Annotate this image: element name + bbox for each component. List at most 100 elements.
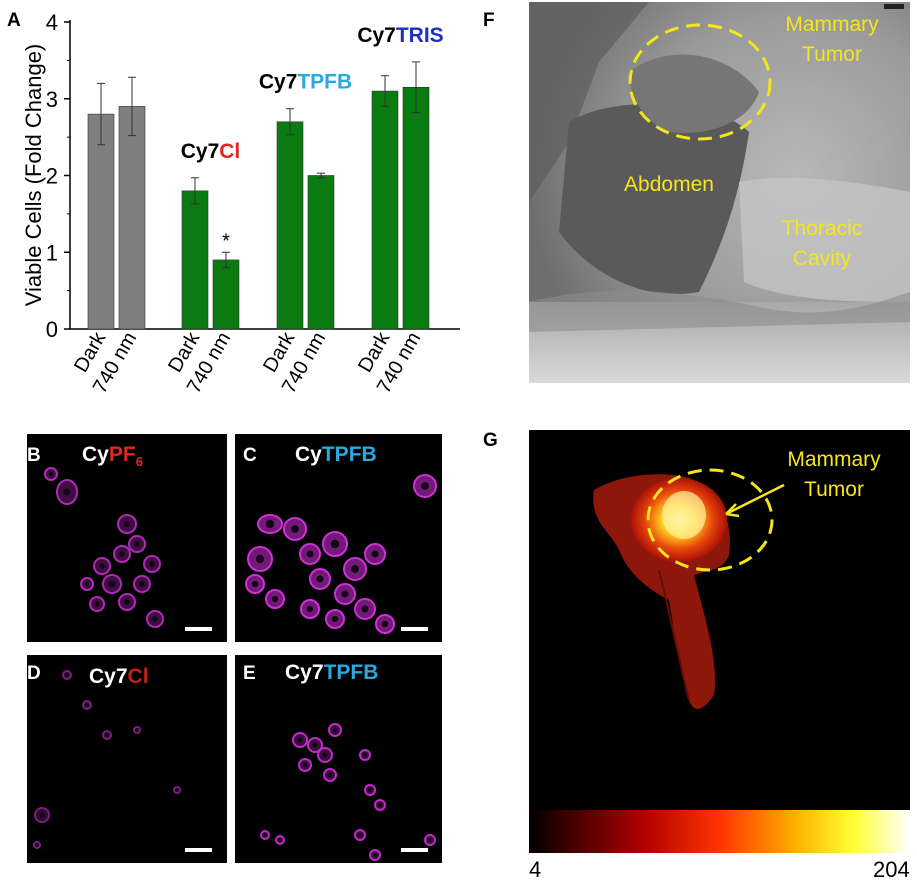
cell-nucleus xyxy=(255,554,265,564)
panel-label-f: F xyxy=(483,10,495,31)
cell-nucleus xyxy=(135,728,139,732)
cell-nucleus xyxy=(263,833,267,837)
cell-nucleus xyxy=(65,673,69,677)
cell-nucleus xyxy=(84,581,90,587)
bar xyxy=(87,113,115,330)
label-mammary-tumor-f: Mammary Tumor xyxy=(767,10,897,70)
cell-nucleus xyxy=(341,590,349,598)
scale-bar xyxy=(185,848,212,852)
cells-c xyxy=(245,474,437,634)
label-cavity: Cavity xyxy=(792,247,852,270)
group-label: Cy7TPFB xyxy=(259,71,352,94)
label-prefix: Cy7 xyxy=(89,665,128,688)
cell-nucleus xyxy=(39,812,45,818)
label-mammary: Mammary xyxy=(785,13,879,36)
label-suffix: PF xyxy=(108,443,136,466)
label-suffix: Cl xyxy=(127,665,149,688)
panel-label-e: E xyxy=(243,663,256,684)
colorbar-max-label: 204 xyxy=(873,857,910,882)
cell-nucleus xyxy=(331,615,339,623)
cell-nucleus xyxy=(378,803,382,807)
y-tick-label: 2 xyxy=(46,164,58,189)
y-axis-label: Viable Cells (Fold Change) xyxy=(21,44,46,307)
cell-nucleus xyxy=(48,471,54,477)
label-tumor: Tumor xyxy=(802,43,862,66)
y-tick-label: 4 xyxy=(46,10,58,35)
micrograph-label-e: Cy7TPFB xyxy=(285,661,378,685)
group-label: Cy7Cl xyxy=(181,140,241,163)
cell-nucleus xyxy=(428,838,432,842)
cell-nucleus xyxy=(94,601,100,607)
cells-d xyxy=(33,670,181,849)
micrograph-d: D Cy7Cl xyxy=(27,655,227,863)
cell-nucleus xyxy=(152,616,158,622)
label-prefix: Cy xyxy=(82,443,109,466)
micrograph-label-c: CyTPFB xyxy=(295,443,377,467)
colorbar-min-label: 4 xyxy=(529,857,542,882)
cell-nucleus xyxy=(351,565,359,573)
cell-nucleus xyxy=(330,539,340,549)
cell-nucleus xyxy=(371,550,379,558)
panel-label-g: G xyxy=(483,430,498,451)
cell-nucleus xyxy=(251,580,259,588)
cell-nucleus xyxy=(358,833,362,837)
cell-nucleus xyxy=(421,482,429,490)
fluorescence-image: Mammary Tumor xyxy=(529,430,910,853)
cell-nucleus xyxy=(297,737,303,743)
label-thoracic-cavity: Thoracic Cavity xyxy=(757,214,887,274)
cell-nucleus xyxy=(271,595,279,603)
cell-nucleus xyxy=(361,605,369,613)
bar xyxy=(371,90,399,330)
cell-nucleus xyxy=(316,575,324,583)
label-suffix: TPFB xyxy=(321,443,377,466)
label-abdomen: Abdomen xyxy=(624,173,714,196)
cell-nucleus xyxy=(85,703,89,707)
panel-label-b: B xyxy=(27,445,41,466)
label-tumor-g: Tumor xyxy=(804,478,864,501)
colorbar xyxy=(529,810,910,853)
significance-marker: * xyxy=(222,230,230,252)
scale-bar xyxy=(401,627,428,631)
cell-nucleus xyxy=(105,733,109,737)
panel-label-c: C xyxy=(243,445,257,466)
micrograph-label-b: CyPF6 xyxy=(82,443,143,469)
micrograph-label-d: Cy7Cl xyxy=(89,665,149,689)
label-suffix: TPFB xyxy=(323,661,379,684)
cell-nucleus xyxy=(123,520,131,528)
cell-nucleus xyxy=(363,753,367,757)
cell-nucleus xyxy=(373,853,377,857)
micrograph-b: B CyPF6 xyxy=(27,434,227,642)
cell-nucleus xyxy=(306,550,314,558)
cell-nucleus xyxy=(134,541,140,547)
label-prefix: Cy xyxy=(295,443,322,466)
cells-b xyxy=(44,467,164,628)
y-tick-label: 0 xyxy=(46,317,58,342)
cell-nucleus xyxy=(278,838,282,842)
cell-nucleus xyxy=(368,788,372,792)
cell-nucleus xyxy=(119,551,125,557)
cell-nucleus xyxy=(139,581,145,587)
cells-e xyxy=(260,723,436,861)
cell-nucleus xyxy=(332,727,338,733)
group-label: Cy7TRIS xyxy=(357,24,443,47)
cell-nucleus xyxy=(291,525,299,533)
cell-nucleus xyxy=(63,488,71,496)
cell-nucleus xyxy=(381,620,389,628)
bar xyxy=(402,86,430,330)
label-mammary-tumor-g: Mammary Tumor xyxy=(769,445,899,505)
bar xyxy=(276,121,304,330)
micrograph-c: C CyTPFB xyxy=(235,434,442,642)
bar xyxy=(212,259,240,330)
cell-nucleus xyxy=(306,605,314,613)
cell-nucleus xyxy=(322,752,328,758)
scale-bar xyxy=(185,627,212,631)
cell-nucleus xyxy=(149,561,155,567)
label-thoracic: Thoracic xyxy=(781,217,863,240)
y-tick-label: 1 xyxy=(46,240,58,265)
cell-nucleus xyxy=(312,742,318,748)
panel-label-d: D xyxy=(27,663,41,684)
label-prefix: Cy7 xyxy=(285,661,324,684)
micrograph-e: E Cy7TPFB xyxy=(235,655,442,863)
fluorescence-heatmap xyxy=(529,468,910,853)
